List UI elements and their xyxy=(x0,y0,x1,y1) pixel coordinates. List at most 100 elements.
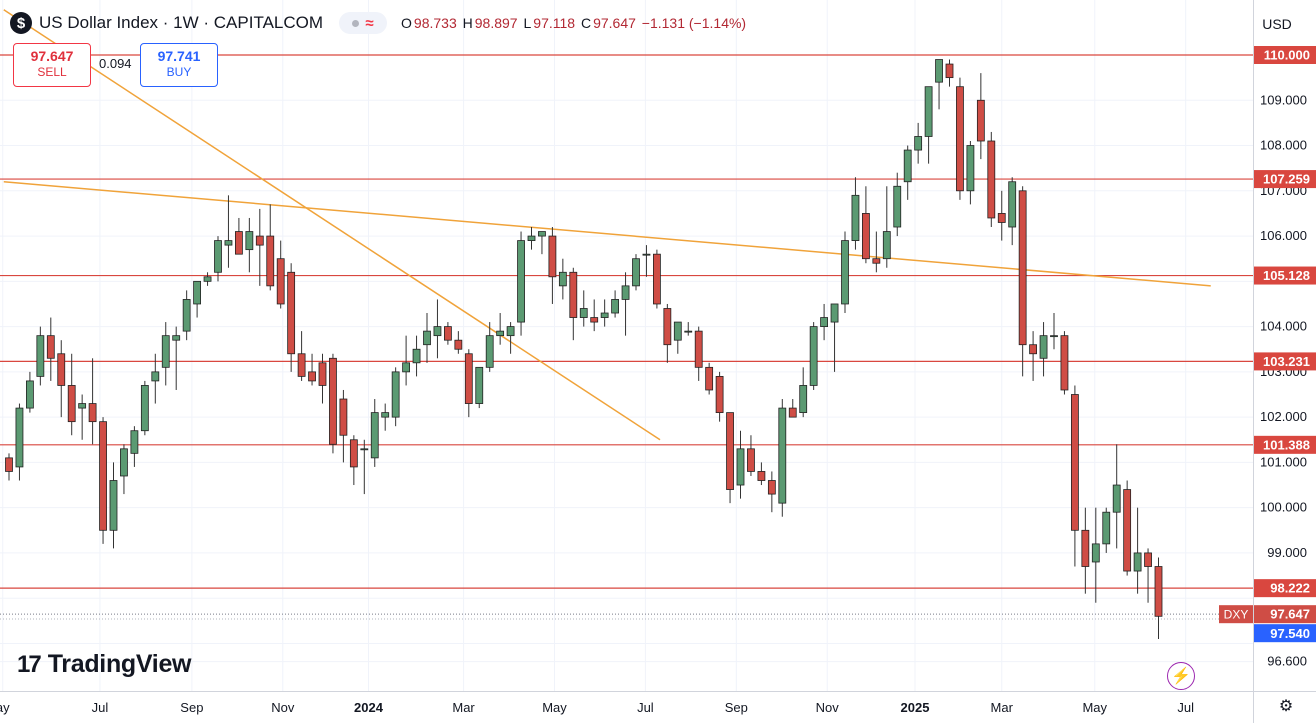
candle xyxy=(120,444,128,495)
candle-body xyxy=(1050,335,1058,338)
level-badge-label: 98.222 xyxy=(1270,581,1310,596)
y-tick-label: 104.000 xyxy=(1260,319,1307,334)
candle xyxy=(109,462,118,549)
candle xyxy=(663,303,672,363)
candle-body xyxy=(673,321,682,341)
candle-body xyxy=(684,330,693,333)
time-axis: ay Jul Sep Nov 2024 Mar May Jul Sep Nov 2025 Mar May… xyxy=(0,691,1316,715)
lightning-icon[interactable]: ⚡ xyxy=(1167,662,1195,690)
candle-body xyxy=(1018,190,1027,346)
x-tick-label: 2024 xyxy=(354,700,384,715)
candle-body xyxy=(266,235,275,287)
candle-body xyxy=(882,231,891,260)
ohlc-low: 97.118 xyxy=(533,15,576,31)
candle-body xyxy=(663,308,672,346)
wave-icon: ≈ xyxy=(365,14,374,32)
candle-body xyxy=(558,271,567,287)
candle-body xyxy=(517,240,525,323)
y-tick-label: 101.000 xyxy=(1260,454,1307,469)
candle xyxy=(297,331,306,381)
candle-body xyxy=(475,366,484,404)
candle xyxy=(1144,548,1152,603)
candle-body xyxy=(318,362,327,386)
candle xyxy=(151,353,160,404)
ohlc-change: −1.131 (−1.14%) xyxy=(641,15,747,31)
level-badge-label: 103.231 xyxy=(1263,354,1310,369)
candle-body xyxy=(57,353,66,386)
x-tick-label: Jul xyxy=(1177,700,1194,715)
candle xyxy=(99,417,107,544)
horizontal-levels xyxy=(0,54,1253,620)
candle xyxy=(339,389,348,463)
candle-body xyxy=(496,330,505,337)
candle-body xyxy=(820,317,828,327)
level-badge xyxy=(1254,352,1316,371)
candle-body xyxy=(527,235,536,241)
candle-body xyxy=(297,353,306,377)
sell-button[interactable]: 97.647 SELL xyxy=(13,43,91,87)
price-axis: 109.000108.000107.000106.000104.000103.0… xyxy=(1253,0,1307,723)
candle xyxy=(673,321,682,354)
y-tick-label: 96.600 xyxy=(1267,654,1307,669)
settings-gear-icon[interactable]: ⚙ xyxy=(1278,698,1294,715)
candle-body xyxy=(78,403,87,409)
candle xyxy=(88,358,97,445)
candle xyxy=(767,471,776,513)
x-tick-label: Mar xyxy=(452,700,475,715)
candle xyxy=(1060,331,1069,395)
candle xyxy=(642,245,651,277)
y-tick-label: 109.000 xyxy=(1260,92,1307,107)
y-tick-label: 106.000 xyxy=(1260,228,1307,243)
candle-body xyxy=(140,385,149,432)
candle-body xyxy=(454,339,463,350)
candle-body xyxy=(736,448,745,486)
tradingview-logo[interactable]: 17 TradingView xyxy=(17,650,192,679)
candle-body xyxy=(329,357,337,445)
candle xyxy=(46,317,55,381)
candle xyxy=(1102,507,1111,553)
ohlc-close: 97.647 xyxy=(593,15,636,31)
candle-body xyxy=(172,335,181,341)
candle xyxy=(569,267,578,341)
candle xyxy=(600,299,609,327)
ohlc-high: 98.897 xyxy=(474,15,518,31)
candle-body xyxy=(391,371,400,418)
trendline xyxy=(3,9,661,441)
y-tick-label: 100.000 xyxy=(1260,500,1307,515)
symbol-badge xyxy=(1219,605,1253,624)
candle-body xyxy=(506,326,515,337)
candle-body xyxy=(245,231,254,251)
candle-body xyxy=(830,303,839,323)
x-tick-label: ay xyxy=(0,700,10,715)
candle xyxy=(308,353,316,386)
market-status-icon[interactable]: ≈ xyxy=(339,12,388,34)
candle xyxy=(140,380,149,436)
candle xyxy=(799,367,808,418)
candle xyxy=(976,73,985,160)
candle xyxy=(788,399,797,418)
level-badge-label: 107.259 xyxy=(1263,172,1310,187)
candle xyxy=(182,290,191,341)
candle-body xyxy=(370,412,379,459)
symbol-title[interactable]: US Dollar Index · 1W · CAPITALCOM xyxy=(39,13,324,32)
candle-body xyxy=(579,308,588,318)
logo-text: TradingView xyxy=(47,650,192,678)
candle-body xyxy=(485,335,494,368)
candle-body xyxy=(308,371,316,382)
buy-button[interactable]: 97.741 BUY xyxy=(140,43,218,87)
candle xyxy=(266,204,275,291)
candle-body xyxy=(15,407,24,468)
candle-body xyxy=(590,317,599,323)
candle xyxy=(130,426,139,467)
candle xyxy=(1081,507,1090,594)
currency-button[interactable]: USD xyxy=(1262,16,1292,32)
candle-body xyxy=(632,258,640,287)
candle xyxy=(987,131,996,228)
candle xyxy=(234,217,243,255)
candle xyxy=(924,86,933,164)
candle xyxy=(485,322,494,372)
candle-body xyxy=(694,330,703,368)
candle-body xyxy=(433,326,442,337)
